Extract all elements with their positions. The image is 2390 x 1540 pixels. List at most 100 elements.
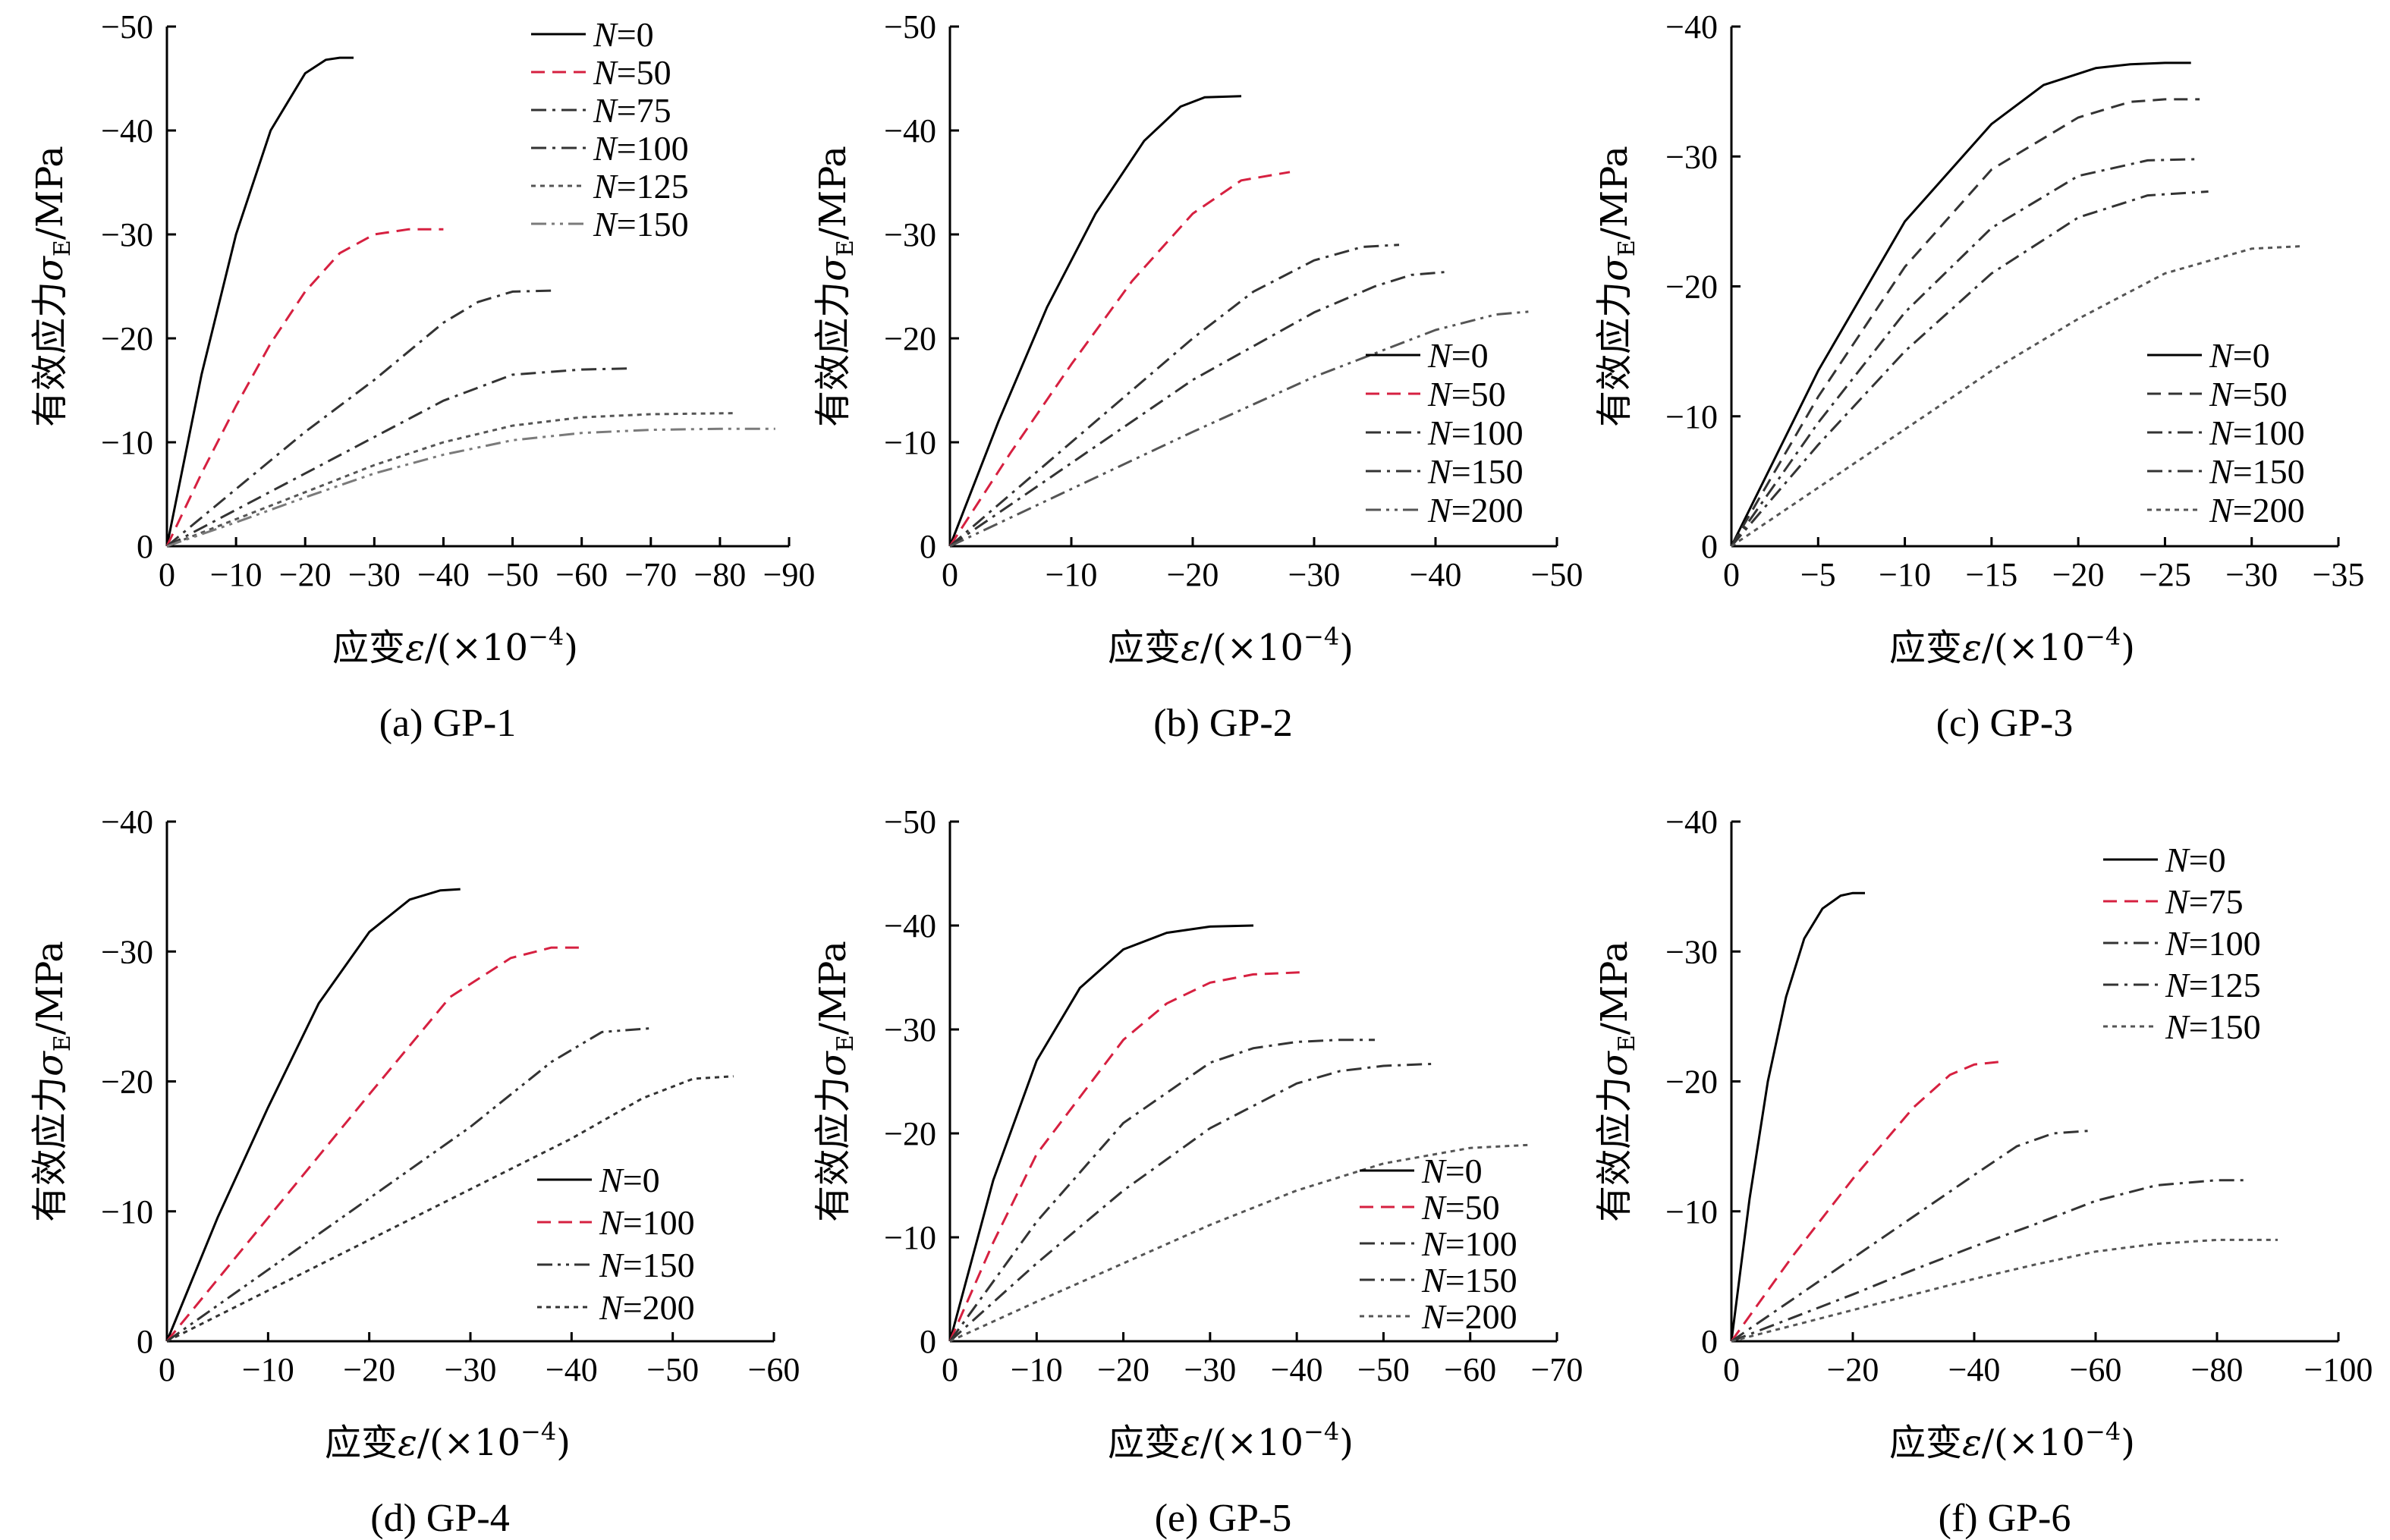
- y-title-unit: /MPa: [29, 941, 71, 1035]
- x-tick-label: −60: [555, 556, 608, 593]
- y-tick-label: −40: [884, 907, 936, 944]
- y-tick-label: 0: [920, 528, 936, 565]
- series-line-4: [948, 1062, 1436, 1343]
- x-tick-label: −80: [2191, 1351, 2244, 1388]
- legend-entry: N=100: [2209, 413, 2305, 452]
- x-tick-label: −40: [1948, 1351, 2001, 1388]
- y-title-main: 有效应力: [29, 281, 71, 427]
- y-tick-label: −20: [101, 320, 153, 357]
- legend-var: N: [593, 129, 618, 168]
- x-tick-label: −40: [1410, 556, 1462, 593]
- panel-caption: (a) GP-1: [379, 702, 517, 745]
- legend-var: N: [2165, 841, 2190, 879]
- legend-var: N: [2165, 1007, 2190, 1046]
- y-tick-label: −20: [1665, 269, 1718, 306]
- series-line-3: [1731, 1130, 2090, 1343]
- legend-entry: N=150: [599, 1246, 695, 1284]
- y-axis-title: 有效应力σE/MPa: [1593, 941, 1640, 1222]
- chart-panel-3: 0 −5 −10 −15 −20 −25 −30 −350−10−20−30−40N=0N=5…: [1593, 8, 2364, 745]
- x-title-unit: /(×10: [1982, 627, 2085, 669]
- legend-entry: N=75: [593, 91, 671, 130]
- series-line-3: [166, 1026, 653, 1343]
- y-tick-label: −40: [1665, 8, 1718, 46]
- x-title-main: 应变: [1889, 1422, 1962, 1464]
- legend-var: N: [593, 53, 618, 92]
- legend-entry: N=0: [2165, 841, 2226, 879]
- legend-value: =50: [1445, 1188, 1500, 1227]
- y-tick-label: −10: [101, 424, 153, 461]
- x-title-unit: /(×10: [425, 627, 528, 669]
- series-line-1: [165, 56, 354, 547]
- legend-value: =200: [623, 1288, 695, 1327]
- x-tick-label: −70: [624, 556, 677, 593]
- legend-value: =200: [1451, 491, 1524, 530]
- y-tick-label: −10: [101, 1193, 153, 1230]
- x-axis-title: 应变ε/(×10−4): [1889, 1417, 2135, 1464]
- x-title-close: ): [556, 1422, 571, 1464]
- legend-entry: N=50: [1427, 375, 1506, 413]
- y-tick-label: −50: [884, 8, 936, 46]
- chart-panel-2: 0 −10 −20 −30 −40 −500−10−20−30−40−50N=0N=50N…: [812, 8, 1583, 745]
- x-title-close: ): [1339, 1422, 1354, 1464]
- legend-value: =0: [623, 1161, 660, 1199]
- x-title-symbol: ε: [1962, 627, 1982, 669]
- legend-var: N: [593, 205, 618, 244]
- series-line-6: [166, 427, 775, 548]
- x-title-close: ): [2121, 1422, 2135, 1464]
- y-title-main: 有效应力: [29, 1076, 71, 1222]
- y-title-subscript: E: [1614, 1035, 1640, 1051]
- legend-value: =0: [2233, 336, 2270, 375]
- y-title-symbol: σ: [812, 1051, 854, 1076]
- x-tick-label: −40: [546, 1351, 598, 1388]
- series-line-2: [165, 946, 582, 1342]
- legend-value: =0: [1451, 336, 1489, 375]
- x-title-close: ): [1339, 627, 1354, 669]
- y-title-unit: /MPa: [812, 146, 854, 240]
- y-axis-title: 有效应力σE/MPa: [1593, 146, 1640, 427]
- y-title-subscript: E: [49, 240, 76, 256]
- chart-panel-5: 0 −10 −20 −30 −40 −50 −60 −700−10−20−30−40−50N=…: [812, 803, 1583, 1540]
- x-title-symbol: ε: [405, 627, 425, 669]
- series-line-5: [166, 412, 734, 548]
- series-line-1: [948, 924, 1254, 1342]
- x-tick-label: 0: [159, 556, 175, 593]
- x-axis-title: 应变ε/(×10−4): [1889, 622, 2135, 669]
- legend-var: N: [599, 1246, 624, 1284]
- series-line-1: [165, 888, 461, 1342]
- x-tick-label: −20: [1827, 1351, 1879, 1388]
- legend-value: =100: [623, 1203, 695, 1242]
- y-tick-label: −30: [884, 216, 936, 253]
- x-tick-label: −60: [1444, 1351, 1496, 1388]
- series-line-2: [948, 971, 1301, 1342]
- legend-var: N: [593, 91, 618, 130]
- x-tick-label: −50: [1357, 1351, 1410, 1388]
- x-title-unit: /(×10: [1200, 1422, 1303, 1464]
- legend-value: =125: [617, 167, 689, 206]
- legend-value: =150: [2189, 1007, 2261, 1046]
- y-tick-label: 0: [920, 1323, 936, 1360]
- x-tick-label: 0: [942, 1351, 958, 1388]
- legend-var: N: [2165, 882, 2190, 921]
- panel-caption: (c) GP-3: [1936, 702, 2074, 745]
- legend-var: N: [1427, 413, 1453, 452]
- panel-caption: (f) GP-6: [1939, 1497, 2071, 1540]
- legend-var: N: [599, 1161, 624, 1199]
- x-tick-label: −25: [2139, 556, 2191, 593]
- series-line-1: [948, 95, 1242, 547]
- legend-entry: N=0: [2209, 336, 2270, 375]
- y-title-symbol: σ: [29, 256, 71, 281]
- series-line-4: [949, 270, 1448, 548]
- y-axis-title: 有效应力σE/MPa: [812, 146, 859, 427]
- x-tick-label: −20: [1097, 1351, 1149, 1388]
- series-line-1: [1730, 891, 1865, 1342]
- series-line-5: [949, 310, 1533, 548]
- legend-value: =100: [617, 129, 689, 168]
- y-title-unit: /MPa: [1593, 146, 1636, 240]
- y-tick-label: 0: [1701, 1323, 1718, 1360]
- y-tick-label: −10: [884, 1219, 936, 1256]
- legend-var: N: [2209, 375, 2234, 413]
- y-title-main: 有效应力: [1593, 1076, 1636, 1222]
- legend-var: N: [2209, 452, 2234, 491]
- legend-value: =75: [2189, 882, 2244, 921]
- legend-entry: N=100: [593, 129, 689, 168]
